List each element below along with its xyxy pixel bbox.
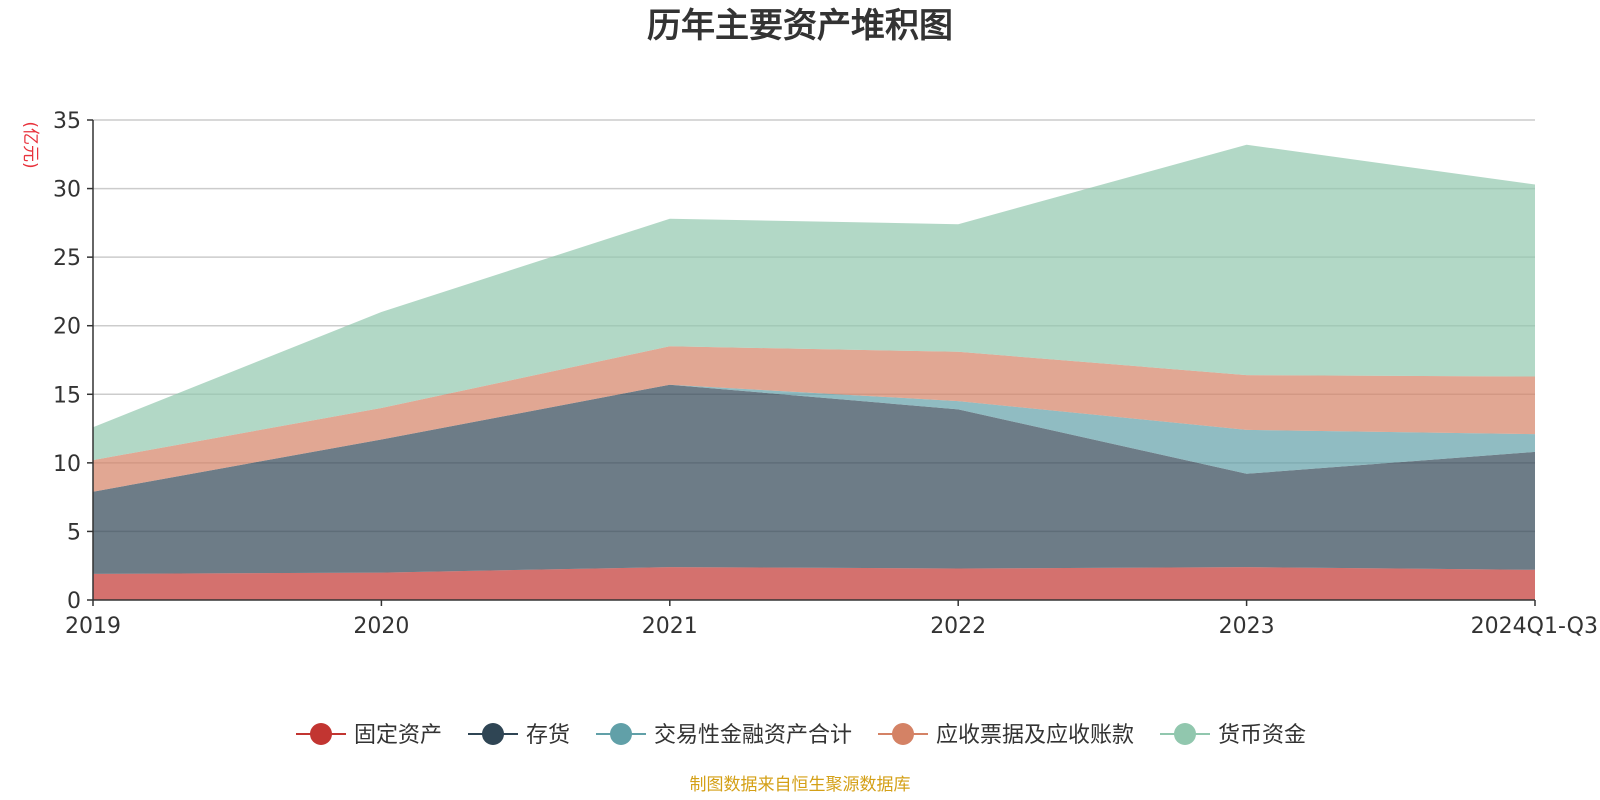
legend-label: 货币资金	[1218, 723, 1306, 748]
y-tick-label: 10	[53, 452, 81, 477]
area-1	[93, 567, 1535, 600]
x-tick-label: 2019	[65, 614, 121, 639]
legend-label: 存货	[526, 723, 570, 748]
legend-item-2[interactable]: 存货	[468, 723, 570, 748]
legend-item-1[interactable]: 固定资产	[296, 723, 442, 748]
legend-item-5[interactable]: 货币资金	[1160, 723, 1306, 748]
x-tick-label: 2020	[353, 614, 409, 639]
y-tick-label: 5	[67, 520, 81, 545]
legend-item-4[interactable]: 应收票据及应收账款	[878, 723, 1134, 748]
area-3	[93, 384, 1535, 492]
area-series	[93, 144, 1535, 600]
legend-marker	[482, 723, 504, 745]
y-tick-label: 30	[53, 178, 81, 203]
axes: 0 5 10 15 20 25 30 35 2019 2020 2021 2022 2023 2024Q1…	[53, 109, 1598, 639]
x-tick-label: 2023	[1219, 614, 1275, 639]
legend[interactable]: 固定资产 存货 交易性金融资产合计 应收票据及应收账款 货币资金	[296, 723, 1306, 748]
legend-item-3[interactable]: 交易性金融资产合计	[596, 723, 852, 748]
legend-label: 应收票据及应收账款	[936, 723, 1134, 748]
x-tick-label: 2022	[930, 614, 986, 639]
chart-title: 历年主要资产堆积图	[647, 6, 953, 46]
y-axis-label: (亿元)	[20, 121, 40, 168]
legend-marker	[610, 723, 632, 745]
area-4	[93, 346, 1535, 492]
legend-marker	[310, 723, 332, 745]
x-tick-label: 2021	[642, 614, 698, 639]
y-tick-label: 25	[53, 246, 81, 271]
legend-label: 固定资产	[354, 723, 442, 748]
y-tick-label: 0	[67, 589, 81, 614]
y-tick-label: 35	[53, 109, 81, 134]
legend-marker	[892, 723, 914, 745]
area-2	[93, 384, 1535, 574]
area-5	[93, 144, 1535, 461]
y-tick-label: 15	[53, 383, 81, 408]
legend-marker	[1174, 723, 1196, 745]
legend-label: 交易性金融资产合计	[654, 723, 852, 748]
source-note: 制图数据来自恒生聚源数据库	[690, 775, 911, 795]
x-tick-label: 2024Q1-Q3	[1471, 614, 1598, 639]
y-tick-label: 20	[53, 315, 81, 340]
